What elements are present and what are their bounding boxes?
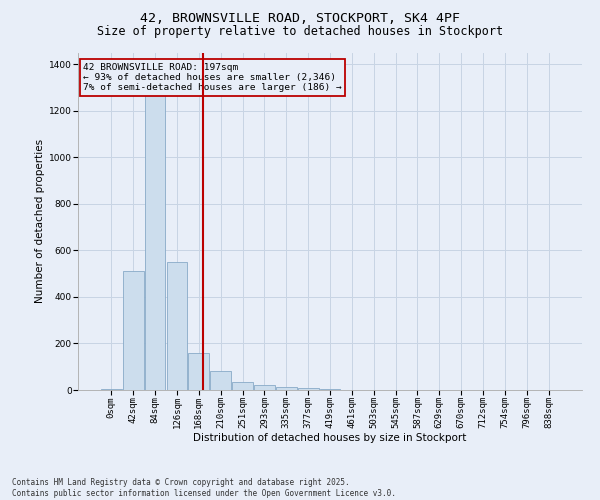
Bar	[298, 388, 319, 390]
Text: Contains HM Land Registry data © Crown copyright and database right 2025.
Contai: Contains HM Land Registry data © Crown c…	[12, 478, 396, 498]
Y-axis label: Number of detached properties: Number of detached properties	[35, 139, 44, 304]
Bar	[188, 353, 209, 390]
Bar	[232, 382, 253, 390]
Bar	[145, 88, 166, 390]
Text: Size of property relative to detached houses in Stockport: Size of property relative to detached ho…	[97, 25, 503, 38]
Text: 42 BROWNSVILLE ROAD: 197sqm
← 93% of detached houses are smaller (2,346)
7% of s: 42 BROWNSVILLE ROAD: 197sqm ← 93% of det…	[83, 62, 342, 92]
Bar	[210, 372, 231, 390]
Bar	[254, 386, 275, 390]
X-axis label: Distribution of detached houses by size in Stockport: Distribution of detached houses by size …	[193, 432, 467, 442]
Bar	[123, 272, 143, 390]
Bar	[167, 262, 187, 390]
Bar	[276, 386, 296, 390]
Text: 42, BROWNSVILLE ROAD, STOCKPORT, SK4 4PF: 42, BROWNSVILLE ROAD, STOCKPORT, SK4 4PF	[140, 12, 460, 26]
